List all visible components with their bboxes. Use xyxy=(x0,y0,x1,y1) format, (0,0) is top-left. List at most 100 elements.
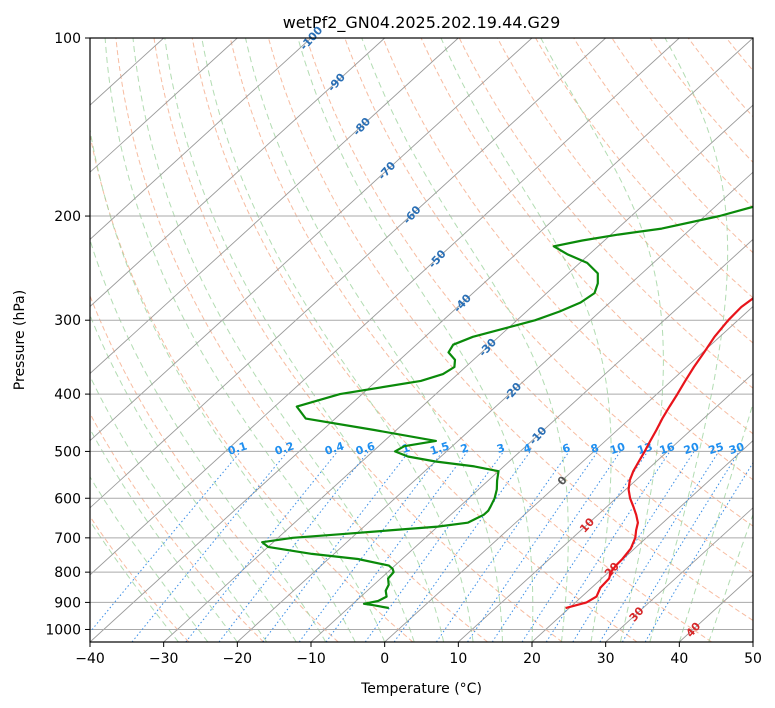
x-tick-label: −30 xyxy=(149,651,179,667)
moist-adiabat xyxy=(90,375,268,642)
moist-adiabat xyxy=(90,475,209,642)
mixing-ratio-line xyxy=(599,451,720,642)
y-axis-label: Pressure (hPa) xyxy=(12,290,28,390)
mixing-ratio-label: 25 xyxy=(707,440,726,457)
mixing-ratio-line xyxy=(545,451,671,642)
mixing-ratio-line xyxy=(621,451,740,642)
isotherm xyxy=(90,38,607,509)
isotherm xyxy=(310,238,753,642)
x-tick-label: −10 xyxy=(296,651,326,667)
mixing-ratio-label: 0.2 xyxy=(273,439,296,457)
dry-adiabat xyxy=(382,38,753,481)
mixing-ratio-label: 20 xyxy=(682,440,701,457)
isotherm xyxy=(531,440,753,642)
y-tick-label: 500 xyxy=(54,444,81,460)
moist-adiabat xyxy=(678,401,753,642)
mixing-ratio-label: 30 xyxy=(727,440,746,457)
moist-adiabat xyxy=(90,126,356,642)
dry-adiabat xyxy=(90,294,339,642)
x-tick-label: 40 xyxy=(670,651,688,667)
moist-adiabat xyxy=(90,313,297,642)
isotherm xyxy=(90,38,680,576)
dry-adiabat xyxy=(90,515,190,642)
mixing-ratio-line xyxy=(393,451,531,642)
background-guide-lines xyxy=(90,38,753,642)
dry-adiabat xyxy=(229,38,712,642)
temperature-profile-line xyxy=(565,297,753,610)
y-tick-label: 600 xyxy=(54,491,81,507)
moist-adiabat xyxy=(540,38,664,642)
x-tick-label: −20 xyxy=(223,651,253,667)
x-tick-label: 30 xyxy=(597,651,615,667)
mixing-ratio-label: 8 xyxy=(589,441,600,456)
y-axis: 100 200 300 400 500 600 700 800 900 1000 xyxy=(45,31,90,638)
isotherm xyxy=(90,38,238,173)
mixing-ratio-label: 2 xyxy=(459,441,470,456)
dry-adiabat xyxy=(90,132,414,642)
mixing-ratio-line xyxy=(521,451,649,642)
isotherm xyxy=(236,171,753,642)
mixing-ratio-labels: 0.1 0.2 0.4 0.6 1 1.5 2 3 4 6 8 10 13 16 20 25 30 xyxy=(226,439,746,458)
mixing-ratio-label: 0.6 xyxy=(354,439,377,457)
x-axis-label: Temperature (°C) xyxy=(360,681,482,697)
x-tick-label: 20 xyxy=(523,651,541,667)
y-tick-label: 900 xyxy=(54,595,81,611)
mixing-ratio-line xyxy=(572,451,695,642)
mixing-ratio-line xyxy=(364,451,505,642)
isotherm xyxy=(384,305,753,642)
moist-adiabat xyxy=(201,38,474,642)
mixing-ratio-line xyxy=(131,451,288,642)
y-tick-label: 400 xyxy=(54,387,81,403)
y-tick-label: 300 xyxy=(54,313,81,329)
dry-adiabat xyxy=(344,38,753,527)
y-tick-label: 700 xyxy=(54,531,81,547)
isotherm xyxy=(90,38,753,642)
x-tick-label: 50 xyxy=(744,651,762,667)
chart-title: wetPf2_GN04.2025.202.19.44.G29 xyxy=(283,13,561,33)
mixing-ratio-line xyxy=(262,451,410,642)
sounding-profiles xyxy=(261,205,753,610)
y-tick-label: 800 xyxy=(54,565,81,581)
dewpoint-profile-line xyxy=(261,205,753,610)
y-tick-label: 200 xyxy=(54,209,81,225)
dry-adiabat xyxy=(268,38,753,622)
mixing-ratio-line xyxy=(185,451,338,642)
mixing-ratio-label: 10 xyxy=(608,440,627,457)
dry-adiabat xyxy=(649,38,753,164)
isotherm xyxy=(90,38,533,442)
x-tick-label: −40 xyxy=(75,651,105,667)
mixing-ratio-label: 0.4 xyxy=(323,439,346,457)
moist-adiabat xyxy=(649,38,729,642)
moist-adiabat xyxy=(440,38,612,642)
mixing-ratio-label: 4 xyxy=(522,441,534,456)
mixing-ratio-line xyxy=(298,451,444,642)
moist-adiabat xyxy=(164,38,445,642)
mixing-ratio-label: 1.5 xyxy=(428,439,451,457)
isotherm xyxy=(90,38,386,308)
mixing-ratio-line xyxy=(467,451,599,642)
moist-adiabat xyxy=(90,520,179,642)
y-tick-label: 100 xyxy=(54,31,81,47)
dry-adiabat xyxy=(191,38,638,642)
mixing-ratio-label: 1 xyxy=(400,441,411,456)
isotherm xyxy=(90,38,312,240)
mixing-ratio-label: 6 xyxy=(561,441,573,456)
dry-adiabat xyxy=(458,38,753,389)
moist-adiabat xyxy=(90,238,327,642)
dry-adiabat xyxy=(115,38,488,642)
plot-frame xyxy=(89,37,754,643)
isotherm xyxy=(457,372,753,642)
dry-adiabat xyxy=(535,38,753,299)
isotherm xyxy=(605,507,753,642)
mixing-ratio-line xyxy=(491,451,621,642)
moist-adiabat xyxy=(104,38,386,642)
moist-adiabat xyxy=(708,513,753,642)
mixing-ratio-label: 3 xyxy=(495,441,506,456)
moist-adiabat xyxy=(297,38,534,642)
mixing-ratio-label: 0.1 xyxy=(226,439,249,457)
moist-adiabat xyxy=(361,38,569,642)
moist-adiabat xyxy=(245,38,503,642)
mixing-ratio-line xyxy=(90,451,242,633)
dry-adiabat xyxy=(496,38,753,344)
isotherm xyxy=(90,38,459,375)
